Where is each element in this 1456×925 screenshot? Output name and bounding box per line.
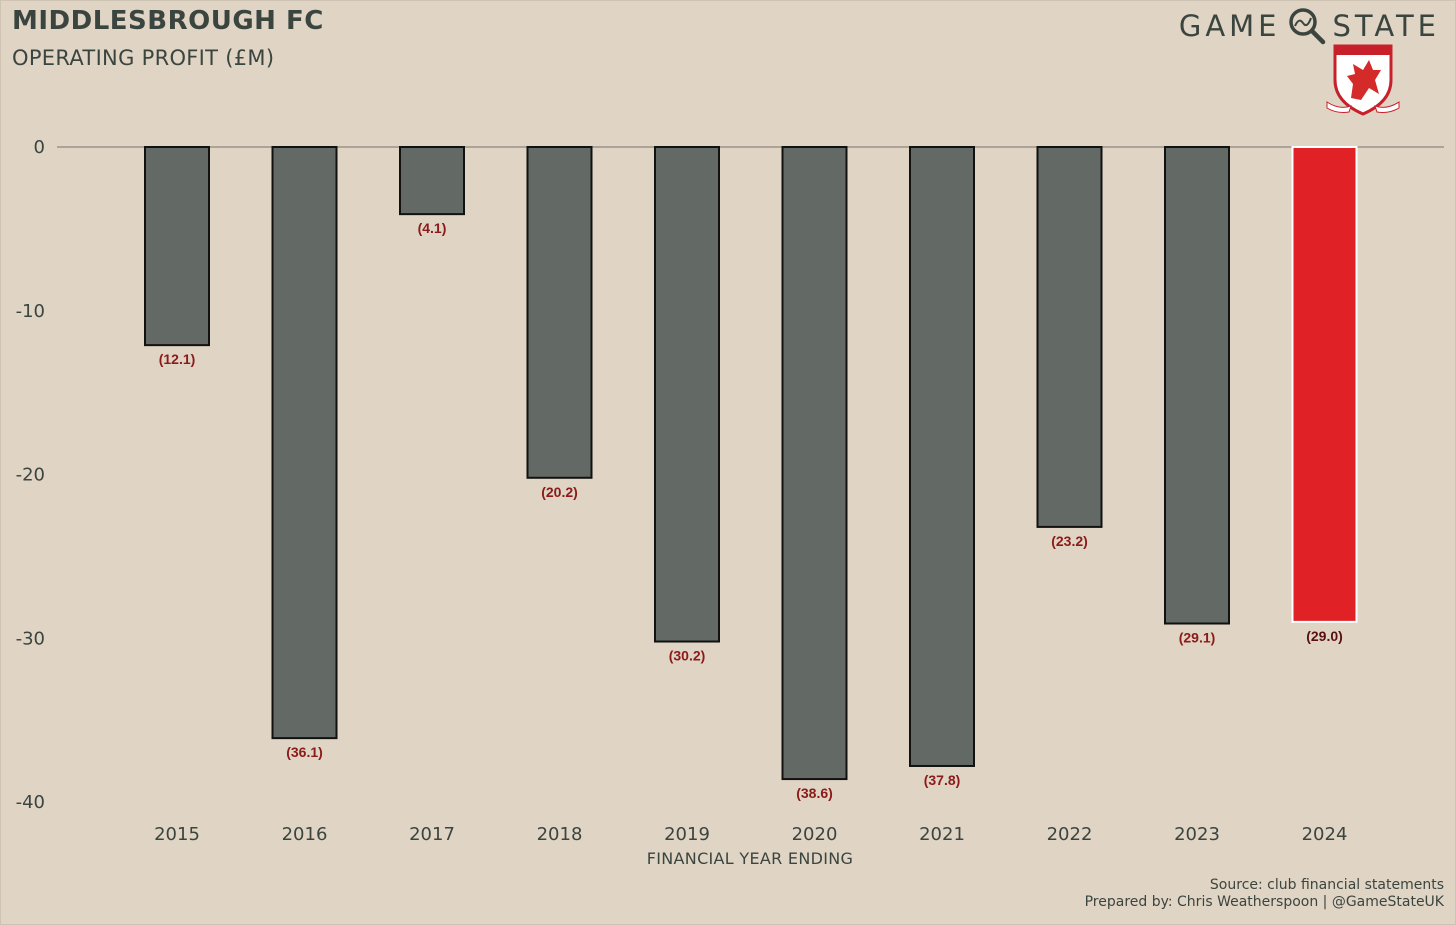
y-tick-label: -10: [16, 301, 45, 322]
source-note: Source: club financial statements: [1209, 877, 1444, 893]
bar: [526, 146, 593, 479]
bar: [1164, 146, 1230, 625]
club-crest-icon: [1326, 44, 1400, 116]
x-tick-label: 2021: [919, 824, 965, 845]
y-tick-label: -30: [16, 628, 45, 649]
data-label: (23.2): [1051, 533, 1088, 549]
x-tick-label: 2017: [409, 824, 455, 845]
y-tick-label: 0: [34, 137, 45, 158]
data-label: (20.2): [541, 484, 578, 500]
bar: [144, 146, 210, 347]
x-tick-label: 2015: [154, 824, 200, 845]
x-tick-label: 2018: [537, 824, 583, 845]
data-label: (29.1): [1179, 630, 1216, 646]
bar-highlight: [1291, 146, 1358, 623]
brand-left-text: GAME: [1178, 9, 1281, 43]
bar: [271, 146, 338, 740]
bar: [909, 146, 975, 767]
x-tick-label: 2024: [1302, 824, 1348, 845]
y-tick-label: -40: [16, 792, 45, 813]
bar: [1036, 146, 1103, 528]
data-label: (4.1): [418, 220, 447, 236]
bar: [399, 146, 465, 216]
x-tick-label: 2016: [282, 824, 328, 845]
data-label: (38.6): [796, 785, 833, 801]
data-label: (36.1): [286, 744, 323, 760]
brand-right-text: STATE: [1332, 9, 1440, 43]
bar: [781, 146, 848, 781]
bar: [654, 146, 720, 643]
chart-footer: Source: club financial statements Prepar…: [1085, 877, 1444, 911]
chart-subtitle: OPERATING PROFIT (£M): [12, 46, 275, 70]
credit-note: Prepared by: Chris Weatherspoon | @GameS…: [1084, 894, 1444, 910]
x-tick-label: 2020: [792, 824, 838, 845]
x-tick-label: 2023: [1174, 824, 1220, 845]
x-tick-label: 2019: [664, 824, 710, 845]
x-axis-label: FINANCIAL YEAR ENDING: [647, 849, 853, 868]
data-label: (30.2): [669, 648, 706, 664]
chart-title: MIDDLESBROUGH FC: [12, 6, 324, 36]
y-tick-label: -20: [16, 465, 45, 486]
magnifier-icon: [1288, 8, 1325, 45]
data-label: (12.1): [159, 351, 196, 367]
brand-logo: GAME STATE: [1179, 6, 1440, 46]
x-tick-label: 2022: [1047, 824, 1093, 845]
data-label: (29.0): [1306, 628, 1343, 644]
data-label: (37.8): [924, 772, 961, 788]
